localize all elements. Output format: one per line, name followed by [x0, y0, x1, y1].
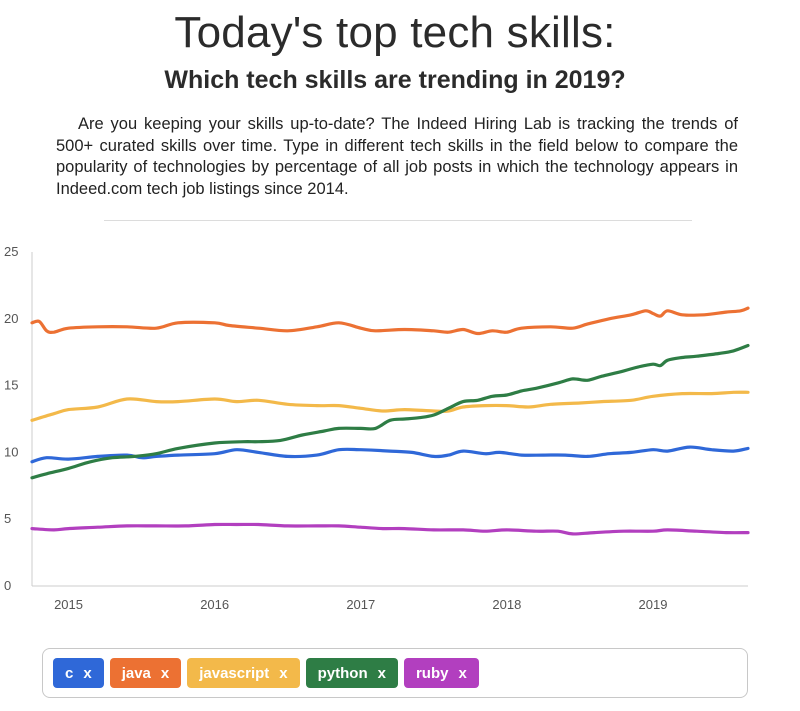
- y-tick-label: 20: [4, 311, 18, 326]
- page-subtitle: Which tech skills are trending in 2019?: [164, 66, 626, 94]
- remove-skill-button[interactable]: x: [279, 664, 288, 682]
- intro-paragraph: Are you keeping your skills up-to-date? …: [56, 115, 738, 198]
- skill-chip-javascript[interactable]: javascript x: [187, 658, 300, 688]
- remove-skill-button[interactable]: x: [83, 664, 92, 682]
- y-axis: 0 5 10 15 20 25: [4, 244, 33, 593]
- skill-chip-java[interactable]: java x: [109, 658, 182, 688]
- series-lines: [30, 306, 750, 536]
- skill-chip-label: javascript: [199, 664, 270, 682]
- x-tick-label: 2015: [54, 597, 83, 612]
- skill-chip-python[interactable]: python x: [305, 658, 398, 688]
- x-tick-label: 2018: [492, 597, 521, 612]
- x-tick-label: 2017: [346, 597, 375, 612]
- remove-skill-button[interactable]: x: [458, 664, 467, 682]
- x-tick-label: 2019: [639, 597, 668, 612]
- y-tick-label: 0: [4, 578, 11, 593]
- line-chart: 0 5 10 15 20 25 2015 2016 2017 2018 2019: [4, 244, 750, 612]
- skill-chip-label: java: [121, 664, 151, 682]
- series-line-ruby: [30, 522, 750, 536]
- remove-skill-button[interactable]: x: [377, 664, 386, 682]
- skill-chip-label: ruby: [415, 664, 449, 682]
- skill-chip-label: python: [317, 664, 368, 682]
- y-tick-label: 25: [4, 244, 18, 259]
- series-line-javascript: [30, 390, 750, 422]
- remove-skill-button[interactable]: x: [160, 664, 170, 682]
- y-tick-label: 10: [4, 444, 18, 459]
- skill-chip-label: c: [65, 664, 74, 682]
- x-axis: 2015 2016 2017 2018 2019: [32, 585, 748, 612]
- series-line-python: [30, 343, 750, 480]
- skill-chip-ruby[interactable]: ruby x: [403, 658, 479, 688]
- y-tick-label: 15: [4, 378, 18, 393]
- skill-chip-c[interactable]: c x: [53, 658, 104, 688]
- y-tick-label: 5: [4, 511, 11, 526]
- x-tick-label: 2016: [200, 597, 229, 612]
- page-title: Today's top tech skills:: [174, 8, 616, 57]
- section-divider: [104, 220, 692, 221]
- skill-selector[interactable]: c x java x javascript x python x ruby x: [42, 648, 748, 698]
- series-line-c: [30, 445, 750, 464]
- series-line-java: [30, 306, 750, 336]
